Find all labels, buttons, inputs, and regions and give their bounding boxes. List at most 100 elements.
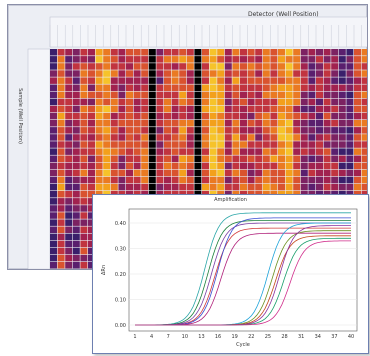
- heatmap-cell: [133, 176, 141, 184]
- heatmap-cell: [270, 84, 278, 91]
- heatmap-cell: [133, 105, 141, 113]
- heatmap-cell: [240, 148, 247, 155]
- heatmap-cell: [50, 191, 57, 198]
- heatmap-cell: [270, 56, 278, 63]
- heatmap-cell: [72, 169, 80, 177]
- heatmap-cell: [194, 162, 202, 170]
- heatmap-cell: [186, 169, 194, 177]
- heatmap-cell: [118, 84, 126, 91]
- heatmap-cell: [224, 155, 232, 162]
- heatmap-cell: [50, 205, 57, 212]
- heatmap-cell: [331, 141, 339, 148]
- heatmap-cell: [308, 127, 316, 134]
- heatmap-cell: [171, 70, 179, 77]
- heatmap-cell: [270, 91, 278, 99]
- heatmap-cell: [346, 91, 354, 99]
- heatmap-cell: [323, 120, 331, 127]
- heatmap-cell: [141, 84, 149, 91]
- heatmap-cell: [194, 70, 202, 77]
- heatmap-cell: [217, 148, 225, 155]
- heatmap-cell: [194, 77, 202, 84]
- heatmap-cell: [57, 240, 65, 248]
- heatmap-cell: [308, 162, 316, 170]
- heatmap-cell: [255, 155, 263, 162]
- heatmap-cell: [133, 148, 141, 155]
- heatmap-cell: [148, 176, 156, 184]
- heatmap-cell: [202, 183, 209, 191]
- heatmap-cell: [194, 98, 202, 106]
- heatmap-cell: [346, 183, 354, 191]
- heatmap-cell: [338, 120, 346, 127]
- heatmap-cell: [293, 77, 301, 84]
- heatmap-cell: [57, 120, 65, 127]
- heatmap-cell: [133, 98, 141, 106]
- heatmap-cell: [270, 120, 278, 127]
- heatmap-cell: [186, 148, 194, 155]
- heatmap-cell: [50, 169, 57, 177]
- heatmap-cell: [232, 162, 240, 170]
- heatmap-cell: [224, 134, 232, 141]
- heatmap-cell: [194, 91, 202, 99]
- heatmap-cell: [331, 70, 339, 77]
- heatmap-cell: [194, 84, 202, 91]
- heatmap-cell: [186, 112, 194, 120]
- heatmap-cell: [262, 63, 270, 70]
- heatmap-cell: [57, 112, 65, 120]
- heatmap-cell: [278, 127, 285, 134]
- heatmap-cell: [186, 84, 194, 91]
- heatmap-cell: [50, 219, 57, 226]
- heatmap-cell: [72, 49, 80, 56]
- heatmap-cell: [346, 169, 354, 177]
- heatmap-cell: [209, 127, 217, 134]
- heatmap-cell: [346, 162, 354, 170]
- heatmap-cell: [293, 169, 301, 177]
- heatmap-cell: [50, 262, 57, 269]
- heatmap-cell: [308, 176, 316, 184]
- heatmap-cell: [224, 56, 232, 63]
- heatmap-cell: [270, 176, 278, 184]
- heatmap-cell: [270, 155, 278, 162]
- heatmap-cell: [232, 63, 240, 70]
- heatmap-cell: [361, 56, 367, 63]
- heatmap-cell: [171, 120, 179, 127]
- heatmap-cell: [354, 112, 361, 120]
- heatmap-cell: [88, 77, 95, 84]
- heatmap-cell: [361, 91, 367, 99]
- heatmap-cell: [88, 169, 95, 177]
- heatmap-cell: [148, 134, 156, 141]
- heatmap-cell: [232, 169, 240, 177]
- heatmap-cell: [88, 155, 95, 162]
- heatmap-cell: [232, 141, 240, 148]
- heatmap-cell: [148, 98, 156, 106]
- heatmap-cell: [300, 148, 308, 155]
- heatmap-cell: [194, 127, 202, 134]
- heatmap-cell: [57, 262, 65, 269]
- heatmap-cell: [95, 70, 103, 77]
- heatmap-cell: [110, 148, 118, 155]
- heatmap-cell: [224, 176, 232, 184]
- heatmap-cell: [293, 148, 301, 155]
- heatmap-cell: [118, 176, 126, 184]
- heatmap-cell: [217, 91, 225, 99]
- heatmap-cell: [361, 183, 367, 191]
- heatmap-cell: [95, 49, 103, 56]
- heatmap-cell: [346, 112, 354, 120]
- heatmap-cell: [103, 169, 111, 177]
- heatmap-cell: [118, 77, 126, 84]
- heatmap-cell: [354, 127, 361, 134]
- heatmap-cell: [240, 127, 247, 134]
- heatmap-cell: [209, 98, 217, 106]
- heatmap-cell: [217, 127, 225, 134]
- heatmap-cell: [361, 127, 367, 134]
- heatmap-cell: [95, 120, 103, 127]
- heatmap-cell: [57, 176, 65, 184]
- heatmap-cell: [316, 70, 323, 77]
- heatmap-cell: [141, 183, 149, 191]
- heatmap-cell: [300, 162, 308, 170]
- heatmap-cell: [202, 176, 209, 184]
- x-tick-label: 31: [298, 334, 304, 340]
- heatmap-cell: [308, 134, 316, 141]
- heatmap-cell: [80, 63, 88, 70]
- heatmap-cell: [179, 70, 187, 77]
- heatmap-cell: [232, 120, 240, 127]
